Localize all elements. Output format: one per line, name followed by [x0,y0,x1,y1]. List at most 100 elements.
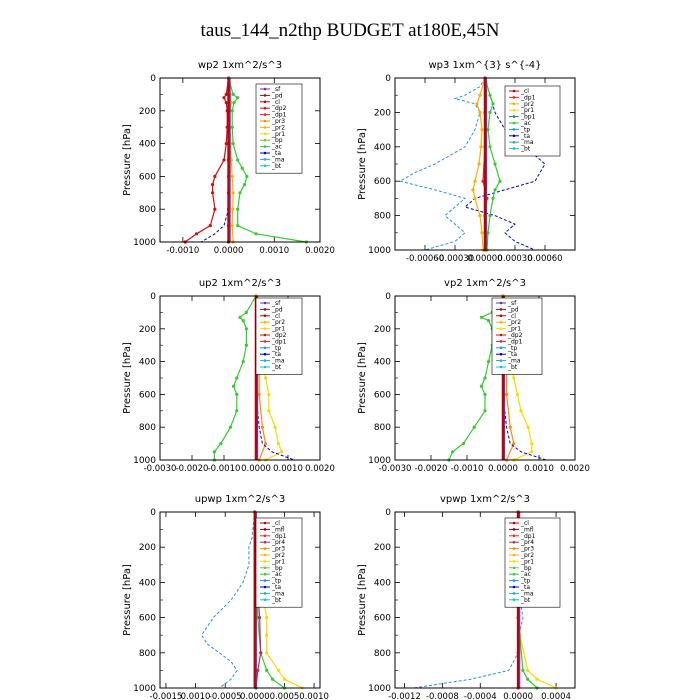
series-point [264,442,268,446]
x-tick-label: -0.0010 [451,464,484,474]
y-tick-label: 200 [139,325,156,335]
legend-marker [263,94,267,97]
legend-entry: _ta [271,150,281,157]
legend-marker [263,579,267,582]
legend-entry: _pr1 [520,558,534,565]
x-tick-label: 0.0000 [214,246,244,256]
legend-entry: _cl [271,520,280,527]
chart-panel-1: wp2 1xm^2/s^3 Pressure [hPa] 0 200 400 600 800… [122,60,335,256]
series-point [486,231,490,235]
x-tick-label: -0.00060 [406,254,444,264]
series-point [270,677,275,681]
y-tick-label: 400 [374,578,391,588]
legend-marker [499,308,503,311]
legend-entry: _tp [271,345,281,352]
legend-marker [263,301,267,305]
legend-marker [263,540,267,544]
panel-title: upwp 1xm^2/s^3 [195,494,285,505]
legend-marker [263,138,267,142]
legend-entry: _pr3 [271,118,285,125]
x-tick-label: -0.0004 [464,692,497,700]
chart-panel-5: upwp 1xm^2/s^3 Pressure [hPa] 0 200 400 600 80… [122,494,329,700]
series-point [488,93,492,97]
series-point [508,425,512,429]
y-axis-label: Pressure [hPa] [122,124,133,196]
legend-entry: _pr3 [520,546,534,553]
series-point [483,376,487,380]
series-point [228,425,232,429]
series-point [224,101,228,105]
legend-marker [263,560,267,563]
y-tick-label: 800 [139,205,156,215]
series-line [463,77,546,251]
series-point [487,319,491,323]
x-tick-label: 0.0000 [241,464,271,474]
series-point [260,425,264,429]
legend-entry: _ma [271,590,285,597]
series-point [478,93,482,97]
legend-entry: _bt [520,146,531,153]
series-point [480,231,484,235]
y-tick-label: 800 [374,649,391,659]
legend-marker [499,320,503,324]
legend-entry: _mfl [520,526,534,533]
x-tick-label: -0.0008 [426,692,459,700]
series-point [232,384,236,388]
plot-frame [394,295,576,461]
x-tick-label: 0.0020 [560,464,590,474]
legend-entry: _ta [507,351,517,358]
series-point [236,158,240,162]
legend-entry: _ac [520,571,531,578]
legend-entry: _ma [520,590,534,597]
series-line [184,77,230,243]
y-tick-label: 600 [374,177,391,187]
legend-entry: _pr2 [507,319,521,326]
y-tick-label: 0 [150,508,156,518]
series-point [230,125,234,129]
y-tick-label: 600 [139,172,156,182]
series-point [483,409,487,413]
legend-marker [263,585,267,589]
series-point [479,315,483,319]
series-point [213,174,217,178]
series-point [491,196,495,200]
series-point [515,392,520,396]
y-axis-label: Pressure [hPa] [357,342,368,414]
series-point [519,409,523,413]
y-tick-label: 200 [374,108,391,118]
legend-entry: _tp [507,345,517,352]
x-tick-label: -0.0015 [150,692,183,700]
legend-marker [512,560,516,563]
plot-frame [159,77,321,243]
legend-marker [263,119,267,123]
x-tick-label: 0.0010 [299,692,329,700]
x-tick-label: -0.0010 [166,246,199,256]
chart-panel-2: wp3 1xm^{3} s^{-4} Pressure [hPa] 0 200 400 6… [357,60,576,264]
panel-title: wp3 1xm^{3} s^{-4} [428,60,541,71]
legend-marker [499,333,503,337]
x-tick-label: -0.00030 [436,254,474,264]
series-point [210,183,215,187]
legend-marker [512,521,516,525]
legend-entry: _cl [507,313,516,320]
series-point [486,128,490,132]
x-tick-label: 0.0000 [503,692,533,700]
series-point [245,174,249,178]
series-point [265,651,269,655]
legend-marker [512,579,516,582]
y-tick-label: 200 [374,543,391,553]
series-point [273,425,277,429]
series-point [498,179,502,183]
legend-box [255,297,303,375]
series-point [483,392,487,396]
series-point [530,442,534,446]
legend-entry: _sf [271,86,281,93]
y-tick-label: 1000 [368,246,391,256]
y-tick-label: 0 [385,292,391,302]
legend-marker [263,320,267,324]
legend-marker [499,352,503,356]
legend-marker [263,113,267,116]
series-point [491,102,495,106]
series-point [224,142,228,146]
legend-marker [512,585,516,589]
